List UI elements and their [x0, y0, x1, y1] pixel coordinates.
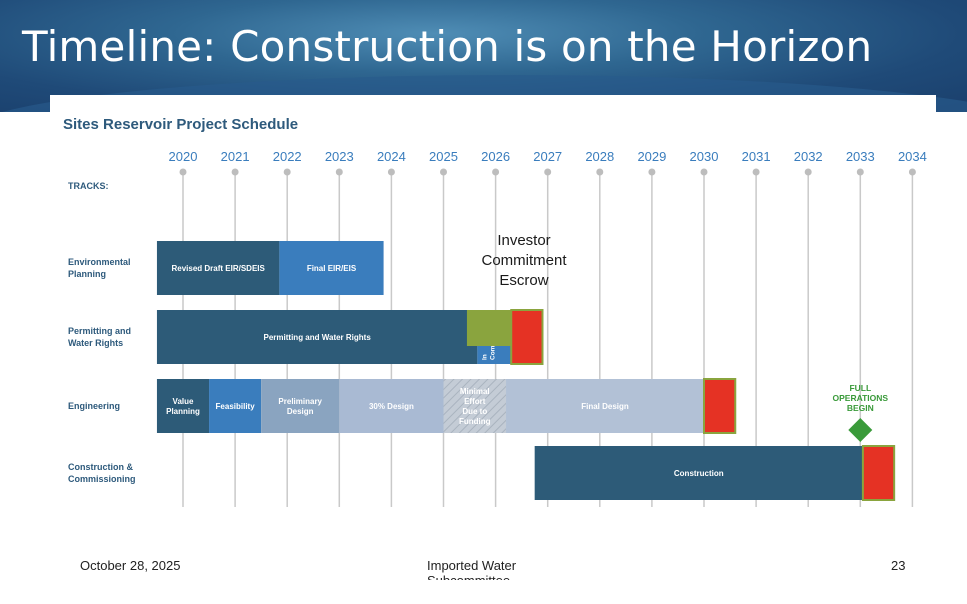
milestone-diamond: [848, 418, 873, 442]
track-label: Construction &: [68, 462, 133, 472]
schedule-chart: Sites Reservoir Project Schedule TRACKS: 2…: [50, 95, 936, 520]
bar-label: Permitting and Water Rights: [264, 333, 372, 342]
year-dot-2020: [179, 168, 187, 176]
annotation-text: Investor: [497, 232, 550, 249]
year-dot-2032: [804, 168, 812, 176]
bar-label: Funding: [459, 417, 491, 426]
track-label: Water Rights: [68, 338, 123, 348]
schedule-bar: [861, 445, 896, 501]
year-label-2031: 2031: [742, 149, 771, 164]
bar-label-vertical: In: [481, 354, 488, 360]
gantt-chart-svg: Sites Reservoir Project Schedule TRACKS: 2…: [63, 116, 927, 507]
bar-label: Value: [173, 397, 194, 406]
schedule-bar: [339, 379, 444, 433]
year-dot-2024: [387, 168, 395, 176]
year-dot-2033: [856, 168, 864, 176]
milestone-label: BEGIN: [847, 403, 874, 413]
page-number: 23: [891, 558, 906, 573]
year-dot-2034: [908, 168, 916, 176]
year-label-2030: 2030: [690, 149, 719, 164]
year-label-2032: 2032: [794, 149, 823, 164]
bar-label: Design: [287, 407, 314, 416]
year-dot-2023: [335, 168, 343, 176]
footer-date: October 28, 2025: [80, 558, 181, 573]
year-label-2023: 2023: [325, 149, 354, 164]
year-dot-2022: [283, 168, 291, 176]
milestone-label: OPERATIONS: [833, 393, 889, 403]
track-label: Environmental: [68, 257, 131, 267]
year-label-2021: 2021: [221, 149, 250, 164]
annotation-text: Commitment: [481, 252, 567, 269]
bar-label: Minimal: [460, 387, 490, 396]
schedule-bar: [261, 379, 340, 433]
schedule-bar: [209, 379, 262, 433]
year-label-2026: 2026: [481, 149, 510, 164]
schedule-bar: [279, 241, 384, 295]
schedule-bar: [703, 378, 737, 434]
bar-label: Preliminary: [278, 397, 322, 406]
schedule-bar: [510, 309, 544, 365]
year-label-2022: 2022: [273, 149, 302, 164]
track-label: Commissioning: [68, 474, 136, 484]
schedule-bar: [443, 379, 507, 433]
bar-label: 30% Design: [369, 402, 414, 411]
bar-label: Revised Draft EIR/SDEIS: [171, 264, 265, 273]
schedule-bar: [156, 310, 478, 364]
slide-title: Timeline: Construction is on the Horizon: [22, 22, 873, 71]
year-dot-2027: [544, 168, 552, 176]
year-label-2020: 2020: [169, 149, 198, 164]
milestone-label: FULL: [849, 383, 871, 393]
schedule-bar: [156, 241, 280, 295]
year-label-2025: 2025: [429, 149, 458, 164]
year-dot-2028: [596, 168, 604, 176]
bar-label: Due to: [462, 407, 487, 416]
schedule-bar: [534, 446, 863, 500]
schedule-bar: [156, 379, 210, 433]
year-label-2034: 2034: [898, 149, 927, 164]
year-label-2024: 2024: [377, 149, 406, 164]
track-label: Planning: [68, 269, 106, 279]
year-dot-2025: [440, 168, 447, 176]
year-label-2029: 2029: [637, 149, 666, 164]
chart-title: Sites Reservoir Project Schedule: [63, 116, 298, 133]
footer-center-text: Imported Water Subcommittee: [427, 558, 517, 580]
schedule-bar: [466, 310, 512, 346]
bar-label: Final EIR/EIS: [307, 264, 357, 273]
slide-header: Timeline: Construction is on the Horizon: [0, 0, 967, 112]
year-label-2028: 2028: [585, 149, 614, 164]
tracks-header: TRACKS:: [68, 181, 109, 191]
schedule-bar: [506, 379, 704, 433]
bar-label: Effort: [464, 397, 486, 406]
year-dot-2031: [752, 168, 760, 176]
bar-label: Final Design: [581, 402, 629, 411]
year-dot-2021: [231, 168, 239, 176]
year-label-2027: 2027: [533, 149, 562, 164]
bar-label: Planning: [166, 407, 200, 416]
year-dot-2026: [492, 168, 500, 176]
year-dot-2030: [700, 168, 708, 176]
track-label: Engineering: [68, 401, 120, 411]
annotation-text: Escrow: [499, 272, 548, 289]
bar-label: Construction: [674, 469, 724, 478]
bar-label-vertical: Com: [489, 345, 496, 360]
bar-label: Feasibility: [216, 402, 256, 411]
year-label-2033: 2033: [846, 149, 875, 164]
year-dot-2029: [648, 168, 656, 176]
track-label: Permitting and: [68, 326, 131, 336]
